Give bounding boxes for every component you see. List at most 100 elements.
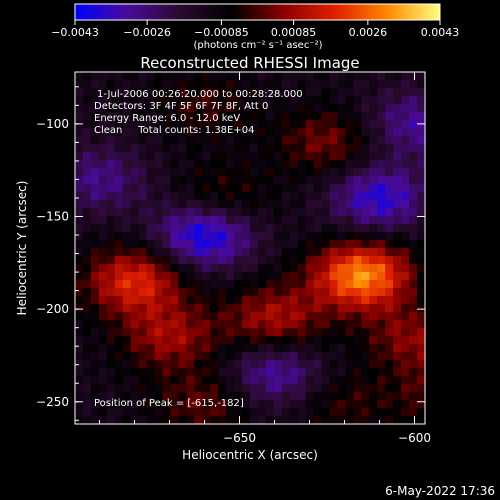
heatmap-cell bbox=[154, 112, 164, 121]
heatmap-cell bbox=[82, 72, 92, 81]
heatmap-cell bbox=[257, 72, 267, 81]
heatmap-cell bbox=[321, 120, 331, 129]
heatmap-cell bbox=[337, 160, 347, 169]
heatmap-cell bbox=[138, 232, 148, 241]
heatmap-cell bbox=[226, 96, 235, 105]
heatmap-cell bbox=[114, 136, 124, 145]
heatmap-cell bbox=[114, 88, 124, 97]
heatmap-cell bbox=[146, 240, 156, 249]
heatmap-cell bbox=[90, 320, 100, 329]
heatmap-cell bbox=[154, 128, 164, 137]
heatmap-cell bbox=[257, 328, 267, 337]
heatmap-cell bbox=[75, 256, 84, 265]
heatmap-cell bbox=[114, 240, 124, 249]
heatmap-cell bbox=[154, 240, 164, 249]
heatmap-cell bbox=[265, 272, 275, 281]
heatmap-cell bbox=[385, 352, 394, 361]
heatmap-cell bbox=[122, 232, 132, 241]
heatmap-cell bbox=[186, 392, 195, 401]
heatmap-cell bbox=[321, 144, 331, 153]
heatmap-cell bbox=[194, 240, 203, 249]
heatmap-cell bbox=[106, 232, 116, 241]
heatmap-cell bbox=[146, 96, 156, 105]
heatmap-cell bbox=[265, 320, 275, 329]
heatmap-cell bbox=[194, 112, 203, 121]
heatmap-cell bbox=[321, 184, 331, 193]
heatmap-cell bbox=[154, 216, 164, 225]
heatmap-cell bbox=[210, 176, 219, 185]
heatmap-cell bbox=[82, 304, 92, 313]
heatmap-cell bbox=[369, 352, 378, 361]
heatmap-cell bbox=[250, 184, 259, 193]
heatmap-cell bbox=[409, 264, 418, 273]
heatmap-cell bbox=[281, 72, 291, 81]
heatmap-cell bbox=[114, 264, 124, 273]
heatmap-cell bbox=[361, 152, 370, 161]
heatmap-cell bbox=[75, 176, 84, 185]
heatmap-cell bbox=[345, 368, 354, 377]
heatmap-cell bbox=[377, 152, 386, 161]
heatmap-cell bbox=[218, 128, 227, 137]
heatmap-cell bbox=[130, 280, 140, 289]
heatmap-cell bbox=[234, 384, 243, 393]
heatmap-cell bbox=[257, 280, 267, 289]
heatmap-cell bbox=[361, 288, 370, 297]
heatmap-cell bbox=[265, 176, 275, 185]
heatmap-cell bbox=[297, 376, 307, 385]
heatmap-cell bbox=[226, 336, 235, 345]
heatmap-cell bbox=[170, 408, 179, 417]
heatmap-cell bbox=[162, 96, 172, 105]
heatmap-cell bbox=[146, 112, 156, 121]
heatmap-cell bbox=[265, 184, 275, 193]
heatmap-cell bbox=[257, 304, 267, 313]
heatmap-cell bbox=[369, 88, 378, 97]
heatmap-cell bbox=[337, 224, 347, 233]
heatmap-cell bbox=[401, 216, 410, 225]
heatmap-cell bbox=[138, 144, 148, 153]
heatmap-cell bbox=[170, 72, 179, 81]
heatmap-cell bbox=[369, 216, 378, 225]
heatmap-cell bbox=[353, 224, 362, 233]
heatmap-cell bbox=[114, 144, 124, 153]
heatmap-cell bbox=[321, 176, 331, 185]
heatmap-cell bbox=[114, 192, 124, 201]
heatmap-cell bbox=[409, 408, 418, 417]
heatmap-cell bbox=[273, 104, 283, 113]
heatmap-cell bbox=[265, 224, 275, 233]
heatmap-cell bbox=[186, 280, 195, 289]
heatmap-cell bbox=[369, 272, 378, 281]
heatmap-cell bbox=[417, 336, 426, 345]
heatmap-cell bbox=[226, 104, 235, 113]
heatmap-cell bbox=[313, 88, 323, 97]
heatmap-cell bbox=[257, 264, 267, 273]
heatmap-cell bbox=[82, 240, 92, 249]
heatmap-cell bbox=[98, 248, 108, 257]
heatmap-cell bbox=[234, 416, 243, 425]
heatmap-cell bbox=[194, 152, 203, 161]
heatmap-cell bbox=[130, 152, 140, 161]
heatmap-cell bbox=[154, 408, 164, 417]
heatmap-cell bbox=[257, 152, 267, 161]
heatmap-cell bbox=[202, 200, 211, 209]
heatmap-cell bbox=[385, 272, 394, 281]
heatmap-cell bbox=[329, 384, 339, 393]
heatmap-cell bbox=[75, 376, 84, 385]
heatmap-cell bbox=[401, 336, 410, 345]
heatmap-cell bbox=[122, 344, 132, 353]
heatmap-cell bbox=[75, 304, 84, 313]
heatmap-cell bbox=[273, 176, 283, 185]
heatmap-cell bbox=[409, 376, 418, 385]
heatmap-cell bbox=[162, 360, 172, 369]
heatmap-cell bbox=[369, 72, 378, 81]
heatmap-cell bbox=[170, 104, 179, 113]
heatmap-cell bbox=[401, 360, 410, 369]
heatmap-cell bbox=[146, 344, 156, 353]
heatmap-cell bbox=[393, 128, 402, 137]
heatmap-cell bbox=[297, 240, 307, 249]
heatmap-cell bbox=[297, 176, 307, 185]
heatmap-cell bbox=[90, 184, 100, 193]
heatmap-cell bbox=[289, 392, 299, 401]
heatmap-cell bbox=[210, 272, 219, 281]
heatmap-cell bbox=[170, 320, 179, 329]
heatmap-cell bbox=[401, 96, 410, 105]
